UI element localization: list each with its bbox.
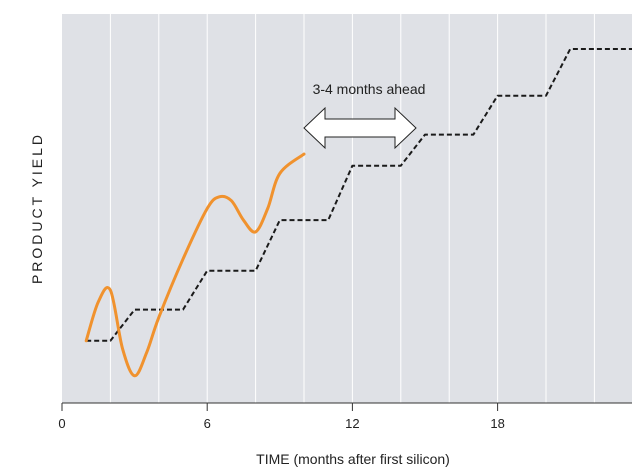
x-axis-ticks: 06121824	[58, 403, 505, 431]
x-tick-label-6: 6	[204, 416, 211, 431]
series-layer	[84, 48, 632, 378]
x-axis-title: TIME (months after first silicon)	[256, 451, 450, 467]
plot-background	[62, 14, 632, 403]
series-line-curve	[84, 152, 306, 378]
annotation-text: 3-4 months ahead	[313, 81, 426, 97]
series-line-stepped	[86, 48, 632, 342]
x-tick-label-12: 12	[345, 416, 359, 431]
double-arrow-icon	[303, 106, 417, 150]
annotation-group: 3-4 months ahead	[303, 81, 426, 150]
x-tick-label-0: 0	[58, 416, 65, 431]
y-axis-title: PRODUCT YIELD	[29, 132, 45, 284]
x-tick-label-18: 18	[490, 416, 504, 431]
